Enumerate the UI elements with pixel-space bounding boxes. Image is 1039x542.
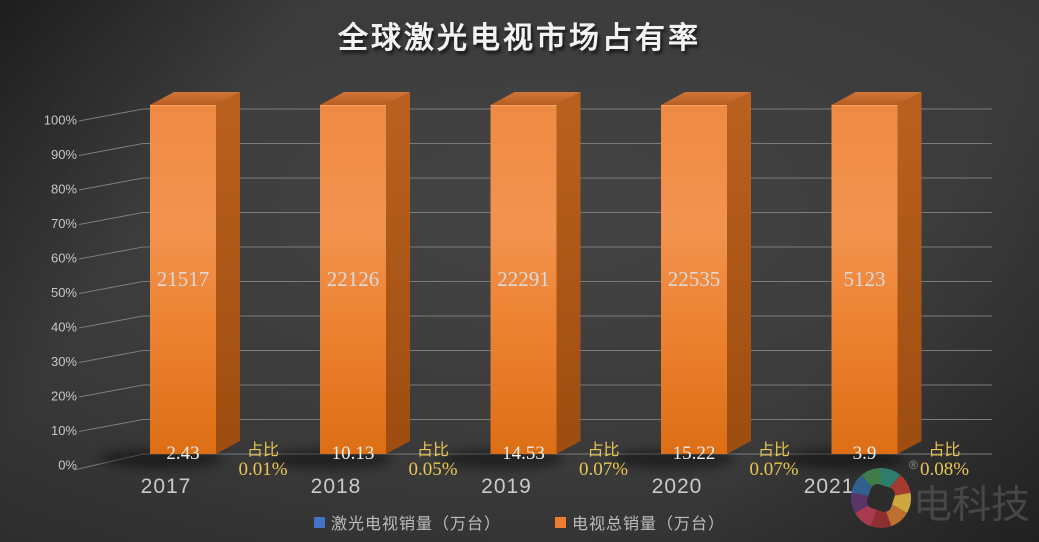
share-prefix-2019: 占比 (587, 441, 619, 459)
x-category-2020: 2020 (652, 475, 703, 498)
share-value-2017: 0.01% (238, 459, 287, 480)
pinwheel-logo-icon (851, 468, 911, 528)
bar-top-2020 (661, 92, 751, 105)
y-tick-100%: 100% (44, 113, 78, 128)
share-prefix-2017: 占比 (247, 441, 279, 459)
x-category-2018: 2018 (311, 475, 362, 498)
y-tick-50%: 50% (51, 285, 77, 300)
gridline-connector-60% (78, 246, 144, 260)
bar-top-2017 (150, 92, 240, 105)
gridline-connector-70% (78, 212, 144, 225)
gridline-connector-20% (78, 384, 144, 398)
laser-sales-value-2019: 14.53 (502, 443, 545, 464)
registered-mark: ® (909, 458, 918, 472)
bar-side-2018 (386, 92, 410, 454)
laser-sales-value-2020: 15.22 (673, 443, 716, 464)
bar-total-sales-2021.1Q (831, 105, 898, 454)
laser-sales-value-2017: 2.43 (166, 443, 199, 464)
total-sales-value-2021.1Q: 5123 (844, 267, 886, 291)
gridline-connector-100% (78, 108, 144, 122)
legend-item-laser-tv: 激光电视销量（万台） (313, 510, 501, 534)
total-sales-value-2020: 22535 (668, 267, 721, 291)
y-tick-70%: 70% (51, 216, 77, 231)
gridline-connector-50% (78, 281, 144, 294)
legend-item-total-tv: 电视总销量（万台） (555, 510, 725, 534)
y-tick-40%: 40% (51, 320, 77, 335)
bar-side-2021.1Q (897, 92, 922, 454)
legend-swatch-laser-tv (313, 516, 325, 528)
bars-group (150, 92, 922, 454)
bar-total-sales-2020 (661, 105, 727, 454)
laser-sales-value-2018: 10.13 (332, 443, 375, 464)
legend-label-total-tv: 电视总销量（万台） (572, 516, 726, 533)
y-tick-60%: 60% (51, 251, 77, 266)
share-prefix-2021.1Q: 占比 (928, 441, 960, 459)
bar-side-2019 (556, 92, 581, 454)
share-value-2019: 0.07% (579, 459, 628, 480)
total-sales-value-2018: 22126 (327, 267, 380, 291)
legend-swatch-total-tv (555, 516, 566, 528)
x-category-2017: 2017 (141, 475, 192, 498)
y-tick-80%: 80% (51, 182, 77, 197)
bar-top-2021.1Q (831, 92, 922, 105)
gridline-connector-90% (78, 143, 144, 156)
y-tick-20%: 20% (51, 389, 77, 404)
total-sales-value-2017: 21517 (157, 267, 210, 291)
bar-total-sales-2017 (150, 105, 216, 454)
total-sales-value-2019: 22291 (497, 267, 550, 291)
bar-top-2018 (320, 92, 410, 105)
share-prefix-2020: 占比 (758, 441, 790, 459)
y-tick-0%: 0% (58, 458, 77, 473)
pinwheel-center (867, 484, 895, 512)
y-tick-30%: 30% (51, 354, 77, 369)
category-axis-labels: 2017 2018 2019 2020 2021.1Q (141, 475, 891, 498)
bar-top-2019 (490, 92, 581, 105)
gridline-connector-10% (78, 419, 144, 432)
legend-label-laser-tv: 激光电视销量（万台） (330, 516, 501, 533)
gridline-connector-80% (78, 177, 144, 191)
chart-title: 全球激光电视市场占有率 (338, 22, 701, 55)
watermark-brand-text: 电科技 (913, 484, 1031, 527)
y-axis-tick-labels: 0% 10% 20% 30% 40% 50% 60% 70% 80% 90% 100% (44, 113, 78, 473)
legend: 激光电视销量（万台） 电视总销量（万台） (0, 510, 1039, 534)
pinwheel-petal-4 (870, 498, 892, 528)
bar-total-sales-2019 (490, 105, 557, 454)
share-prefix-2018: 占比 (417, 441, 449, 459)
bar-side-2020 (727, 92, 751, 454)
y-tick-90%: 90% (51, 147, 77, 162)
watermark: ® 电科技 (849, 452, 1037, 542)
y-tick-10%: 10% (51, 423, 77, 438)
share-value-2018: 0.05% (408, 459, 457, 480)
laser-sales-value-2021.1Q: 3.9 (853, 443, 877, 464)
share-value-2020: 0.07% (749, 459, 798, 480)
gridline-connector-40% (78, 315, 144, 329)
x-category-2019: 2019 (481, 475, 532, 498)
bar-side-2017 (216, 92, 240, 454)
share-value-2021.1Q: 0.08% (920, 459, 969, 480)
gridline-connector-30% (78, 350, 144, 363)
bar-total-sales-2018 (320, 105, 386, 454)
